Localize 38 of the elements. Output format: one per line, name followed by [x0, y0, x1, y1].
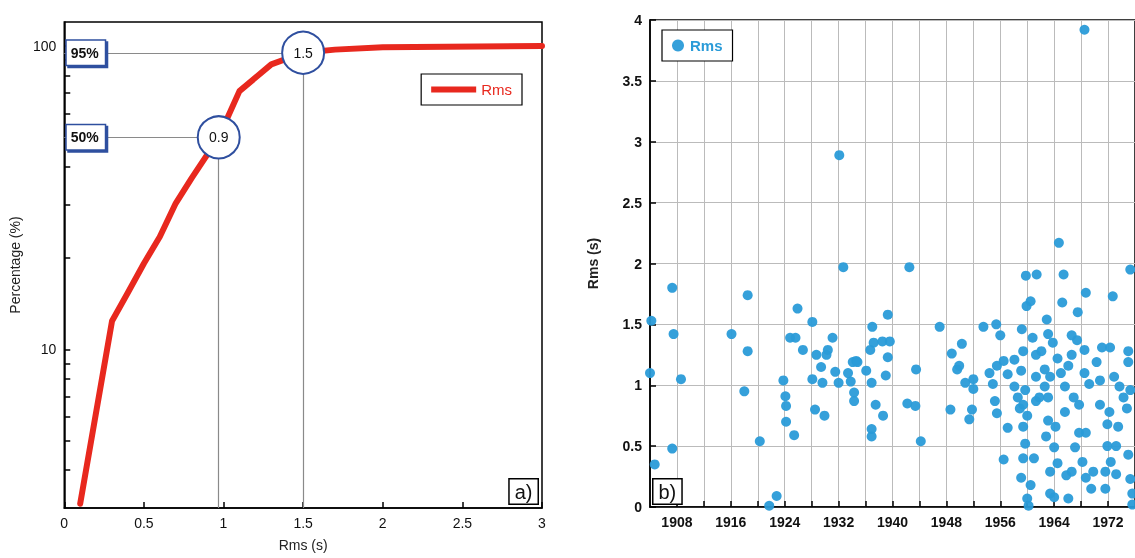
x-tick-label: 1964 [1038, 514, 1070, 530]
x-tick-label: 1.5 [293, 515, 314, 531]
y-tick-label: 0 [634, 499, 643, 515]
y-axis-title: Percentage (%) [7, 216, 23, 314]
y-tick-label: 10 [40, 341, 57, 358]
x-tick-label: 1924 [769, 514, 801, 530]
y-tick-label: 2 [634, 255, 643, 272]
x-tick-label: 0.5 [134, 515, 154, 531]
y-tick-label: 0.5 [622, 438, 643, 455]
y-tick-label: 1 [634, 377, 643, 394]
y-tick-label: 100 [32, 38, 57, 55]
x-tick-label: 2 [378, 515, 387, 531]
annotation: 0.9 [208, 129, 229, 146]
x-tick-label: 3 [538, 515, 547, 531]
legend-label: Rms [481, 81, 512, 98]
x-tick-label: 1932 [823, 514, 855, 530]
y-tick-label: 1.5 [622, 316, 643, 333]
ref-line-label: 95% [70, 44, 100, 61]
annotation: a) [514, 480, 533, 503]
x-tick-label: 1916 [715, 514, 747, 530]
x-axis-title: Rms (s) [278, 537, 328, 553]
y-tick-label: 2.5 [622, 194, 643, 211]
annotation: 1.5 [293, 44, 314, 61]
x-tick-label: 1956 [984, 514, 1017, 530]
y-axis-title: Rms (s) [585, 237, 601, 290]
x-tick-label: 1948 [930, 514, 963, 530]
x-tick-label: 2.5 [452, 515, 473, 531]
annotation: b) [658, 480, 677, 503]
y-tick-label: 3.5 [622, 72, 643, 89]
x-tick-label: 1940 [876, 514, 909, 530]
ref-line-label: 50% [70, 129, 100, 146]
y-tick-label: 3 [634, 133, 643, 150]
legend-label: Rms [690, 37, 723, 54]
y-tick-label: 4 [634, 12, 643, 28]
x-tick-label: 1908 [661, 514, 693, 530]
x-tick-label: 1 [219, 515, 228, 531]
x-tick-label: 1972 [1092, 514, 1124, 530]
x-tick-label: 0 [60, 515, 69, 531]
